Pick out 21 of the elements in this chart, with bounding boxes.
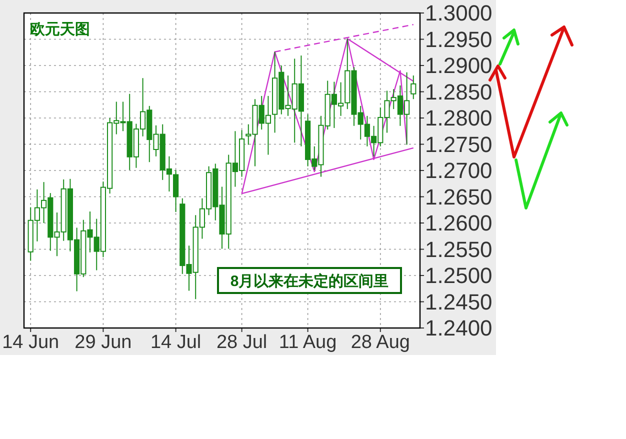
y-tick-label: 1.2850	[425, 79, 492, 104]
x-tick-label: 11 Aug	[278, 332, 337, 353]
text: 欧元天图	[30, 21, 90, 38]
y-tick-label: 1.2450	[425, 289, 492, 314]
x-tick-label: 28 Jul	[216, 332, 268, 353]
x-tick-label: 28 Aug	[350, 332, 410, 353]
y-tick-label: 1.3000	[425, 0, 492, 26]
y-tick-label: 1.2700	[425, 158, 492, 184]
x-tick-label: 29 Jun	[74, 332, 132, 353]
x-tick-label: 14 Jul	[150, 332, 202, 353]
y-tick-label: 1.2600	[425, 210, 492, 236]
y-tick-label: 1.2750	[425, 132, 492, 157]
y-tick-label: 1.2900	[425, 53, 492, 78]
y-tick-label: 1.2500	[425, 263, 492, 288]
annotation: 8月以来在未定的区间里	[230, 272, 389, 290]
x-tick-label: 14 Jun	[2, 332, 60, 353]
y-tick-label: 1.2950	[425, 26, 492, 52]
y-tick-label: 1.2800	[425, 106, 492, 131]
y-tick-label: 1.2550	[425, 236, 492, 262]
y-tick-label: 1.2400	[425, 316, 492, 341]
y-tick-label: 1.2650	[425, 184, 492, 210]
